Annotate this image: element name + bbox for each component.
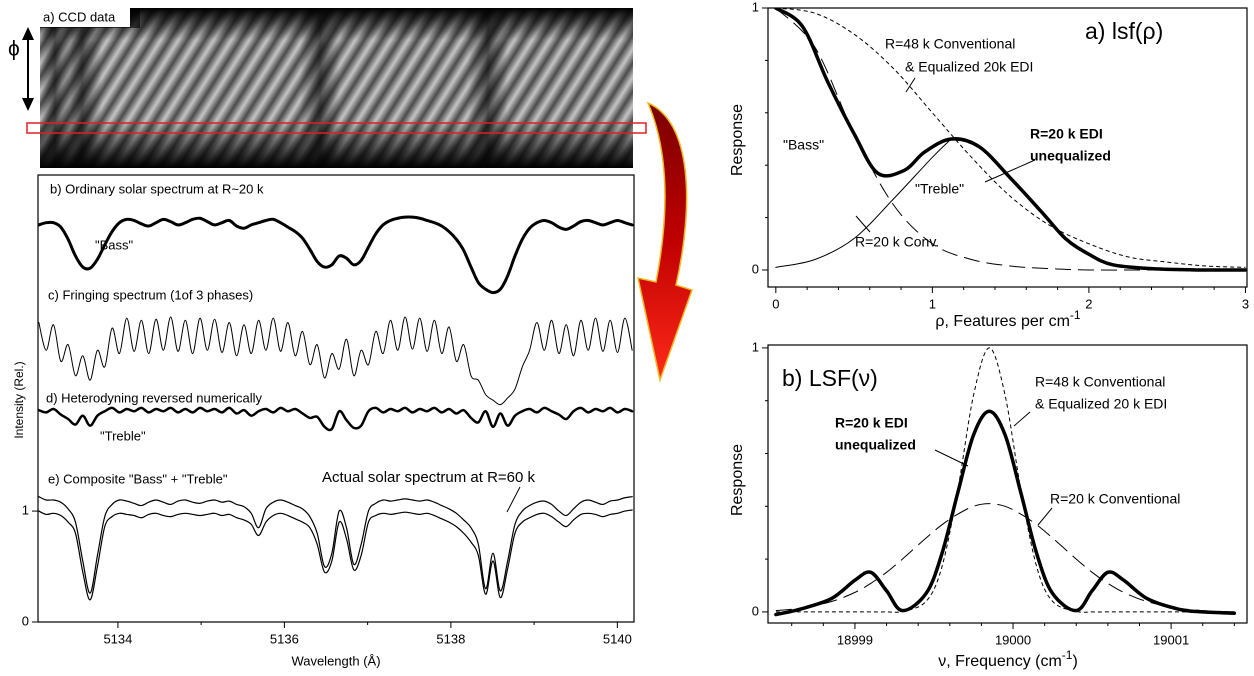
bottom-right-labels: b) LSF(ν) R=48 k Conventional & Equalize… (729, 365, 1180, 670)
x-axis-label: Wavelength (Å) (291, 653, 380, 668)
line-series (38, 496, 633, 594)
annotation: "Treble" (100, 428, 146, 443)
y-axis-label: Intensity (Rel.) (12, 361, 26, 438)
y-tick-label: 0 (752, 261, 759, 276)
y-axis-label: Response (729, 444, 746, 516)
y-tick-label: 1 (752, 0, 759, 14)
x-tick-label: 5134 (103, 631, 132, 646)
x-axis-label-text: ρ, Features per cm (935, 313, 1069, 330)
chart-title: b) LSF(ν) (782, 365, 878, 391)
y-tick-label: 0 (752, 603, 759, 618)
annotation: e) Composite "Bass" + "Treble" (48, 471, 228, 486)
chart: 0 1 2 3 0 1 (752, 0, 1249, 311)
y-tick-label: 0 (22, 613, 29, 628)
x-tick-label: 5136 (270, 631, 299, 646)
chart: 5134 5136 5138 5140 0 1 (22, 174, 635, 646)
x-tick-label: 1 (929, 296, 936, 311)
x-axis-label-sup: -1 (1062, 648, 1073, 662)
line-series (775, 138, 952, 268)
line-series (775, 347, 1235, 613)
left-panel-labels: b) Ordinary solar spectrum at R~20 k "Ba… (12, 181, 535, 668)
x-axis-label: ν, Frequency (cm-1) (938, 648, 1078, 670)
leader-line (1013, 411, 1031, 427)
annotation: R=48 k Conventional (885, 36, 1015, 52)
x-axis-label: ρ, Features per cm-1 (935, 308, 1080, 330)
line-series (774, 409, 1237, 617)
annotation: R=20 k Conventional (1050, 491, 1180, 507)
annotation: c) Fringing spectrum (1of 3 phases) (48, 287, 253, 302)
plot-frame (37, 174, 635, 623)
x-axis-label-end: ) (1072, 653, 1077, 670)
x-tick-label: 19000 (995, 632, 1031, 647)
annotation: R=48 k Conventional (1035, 374, 1165, 390)
annotation: "Bass" (95, 237, 134, 252)
curved-arrow (637, 101, 693, 383)
top-right-labels: a) lsf(ρ) R=48 k Conventional & Equalize… (729, 18, 1163, 330)
line-series (38, 316, 633, 406)
x-tick-label: 2 (1085, 296, 1092, 311)
series-group (38, 215, 634, 601)
phi-arrow: ϕ (8, 27, 34, 111)
leader-line (1037, 507, 1053, 526)
annotation: R=20 k EDI (1030, 126, 1103, 142)
x-tick-label: 18999 (837, 632, 873, 647)
x-axis-label-sup: -1 (1070, 308, 1081, 322)
y-tick-label: 1 (752, 339, 759, 354)
leader-line (855, 215, 871, 233)
annotation: unequalized (835, 437, 916, 453)
phi-label: ϕ (8, 38, 20, 61)
leader-line (984, 159, 1036, 183)
line-series (774, 8, 1247, 272)
line-series (775, 503, 1235, 613)
x-tick-label: 0 (772, 296, 779, 311)
x-tick-label: 19001 (1153, 632, 1189, 647)
image-label: a) CCD data (43, 9, 116, 24)
series-group (774, 347, 1237, 617)
series-group (774, 8, 1247, 272)
annotation: R=20 k Conv. (855, 234, 939, 250)
line-series (775, 8, 1246, 268)
line-series (38, 406, 634, 432)
x-tick-label: 5138 (436, 631, 465, 646)
line-series (775, 8, 1246, 271)
annotation: b) Ordinary solar spectrum at R~20 k (50, 181, 264, 196)
annotation: d) Heterodyning reversed numerically (46, 390, 263, 405)
chart-title: a) lsf(ρ) (1085, 18, 1163, 44)
line-series (38, 215, 634, 295)
x-tick-label: 5140 (603, 631, 632, 646)
line-series (38, 509, 633, 601)
y-axis-label: Response (729, 104, 746, 176)
annotation: unequalized (1030, 148, 1111, 164)
leader-line (506, 486, 521, 513)
leader-line (905, 77, 916, 93)
chart: 18999 19000 19001 0 1 (752, 339, 1248, 647)
x-axis-label-text: ν, Frequency (cm (938, 653, 1062, 670)
annotation: & Equalized 20 k EDI (1035, 396, 1167, 412)
ccd-image: a) CCD data (26, 8, 647, 168)
plot-frame (767, 344, 1248, 624)
annotation: "Bass" (783, 137, 824, 153)
annotation: "Treble" (915, 181, 964, 197)
x-tick-label: 3 (1242, 296, 1249, 311)
annotation: Actual solar spectrum at R=60 k (322, 469, 536, 486)
plot-frame (767, 7, 1248, 288)
y-tick-label: 1 (22, 503, 29, 518)
annotation: R=20 k EDI (835, 415, 908, 431)
annotation: & Equalized 20k EDI (905, 59, 1033, 75)
